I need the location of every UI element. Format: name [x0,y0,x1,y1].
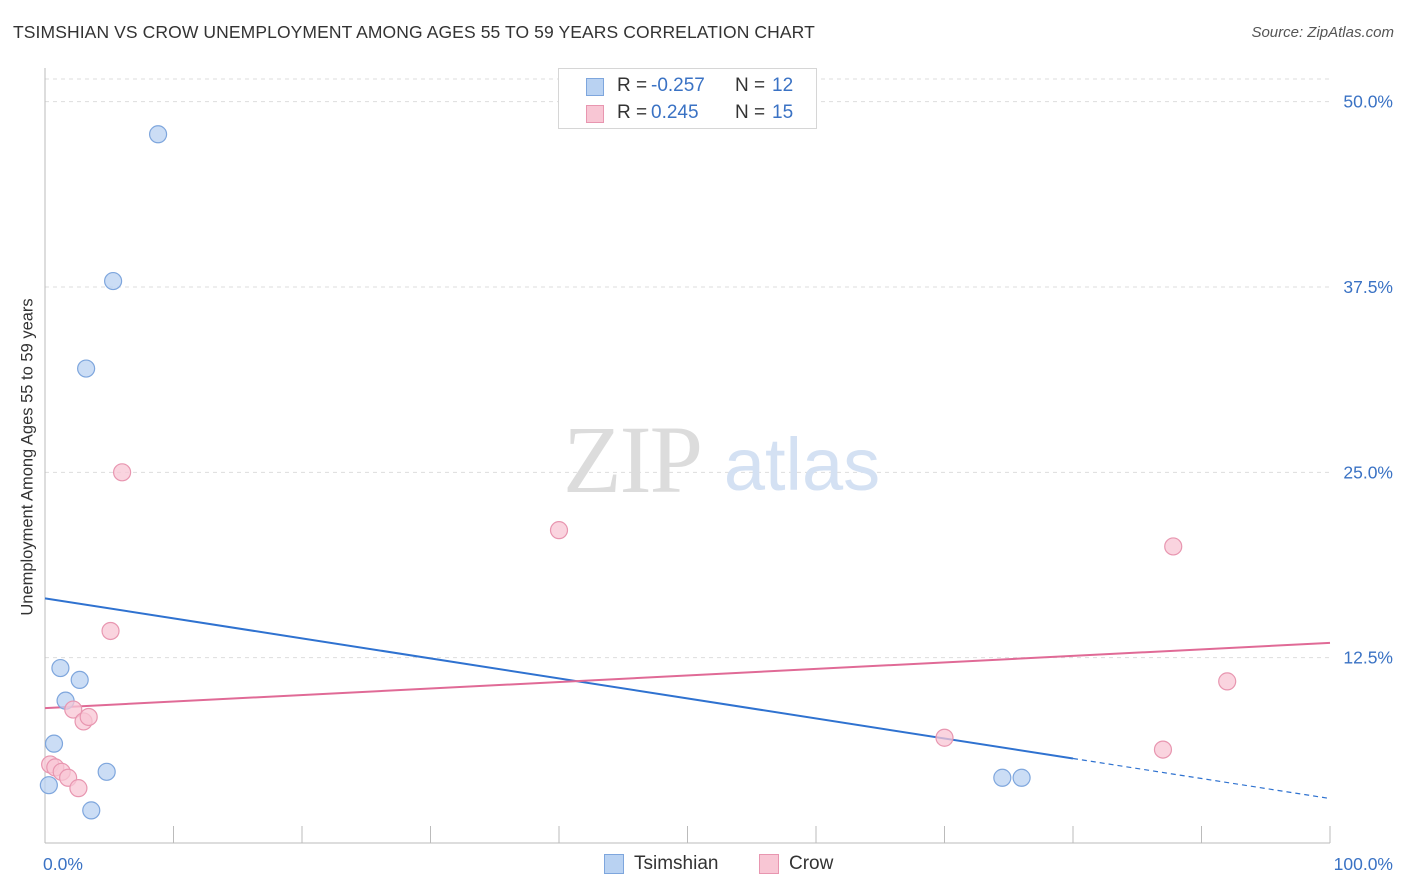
watermark-atlas: atlas [724,423,880,506]
tsimshian-point-1 [44,734,64,753]
tsimshian-point-5 [77,359,96,378]
legend-label-crow: Crow [789,853,834,874]
crow-point-8 [101,621,120,641]
crow-point-4 [64,700,83,719]
tsimshian-point-9 [148,125,168,144]
crow-legend-swatch [759,854,779,874]
tick-labels: 12.5% 25.0% 37.5% 50.0% 0.0% 100.0% [43,92,1393,874]
tsimshian-point-2 [51,658,70,678]
x-tick-label-1: 100.0% [1334,854,1393,874]
tsimshian-point-6 [82,801,101,820]
crow-point-12 [1153,740,1173,759]
trend-lines [44,597,1331,800]
tsimshian-swatch [586,78,604,96]
tsimshian-point-8 [104,271,123,291]
tsimshian-point-4 [70,670,89,690]
chart-title: TSIMSHIAN VS CROW UNEMPLOYMENT AMONG AGE… [13,22,815,42]
crow-point-11 [935,728,954,747]
r-label: R = [617,102,648,123]
legend-row-crow: R = 0.245 N = 15 [559,101,816,127]
crow-swatch [586,105,604,123]
watermark: ZIP atlas [563,406,880,513]
data-points [39,125,1237,820]
crow-point-7 [79,707,98,727]
y-tick-label-0: 12.5% [1343,648,1393,668]
source-label: Source: ZipAtlas.com [1251,24,1394,41]
crow-point-9 [112,463,132,482]
legend-row-tsimshian: R = -0.257 N = 12 [559,74,816,100]
y-axis-label: Unemployment Among Ages 55 to 59 years [18,298,37,616]
axes [44,68,1331,844]
tsimshian-point-10 [993,768,1012,787]
r-value: 0.245 [651,102,699,123]
n-value: 15 [772,102,794,123]
crow-point-13 [1164,537,1183,556]
n-value: 12 [772,75,794,96]
y-tick-label-2: 37.5% [1343,277,1393,297]
tsimshian-point-11 [1012,768,1031,787]
series-legend: Tsimshian Crow [0,852,1406,878]
gridlines [45,78,1330,659]
crow-point-5 [69,779,88,798]
tsimshian-point-0 [39,776,58,795]
crow-point-14 [1218,672,1237,691]
crow-point-10 [549,521,569,540]
r-label: R = [617,75,648,96]
n-label: N = [735,75,766,96]
watermark-zip: ZIP [563,406,701,513]
y-tick-label-1: 25.0% [1343,462,1393,482]
correlation-legend: R = -0.257 N = 12 R = 0.245 N = 15 [558,68,817,129]
x-tick-label-0: 0.0% [43,854,83,874]
n-label: N = [735,102,766,123]
tsimshian-point-7 [97,762,116,781]
r-value: -0.257 [651,75,705,96]
tsimshian-trend-line [44,597,1074,760]
crow-trend-line [44,641,1331,710]
legend-label-tsimshian: Tsimshian [634,853,719,874]
tsimshian-legend-swatch [604,854,624,874]
y-tick-label-3: 50.0% [1343,92,1393,112]
tsimshian-trend-extension [1072,757,1331,800]
